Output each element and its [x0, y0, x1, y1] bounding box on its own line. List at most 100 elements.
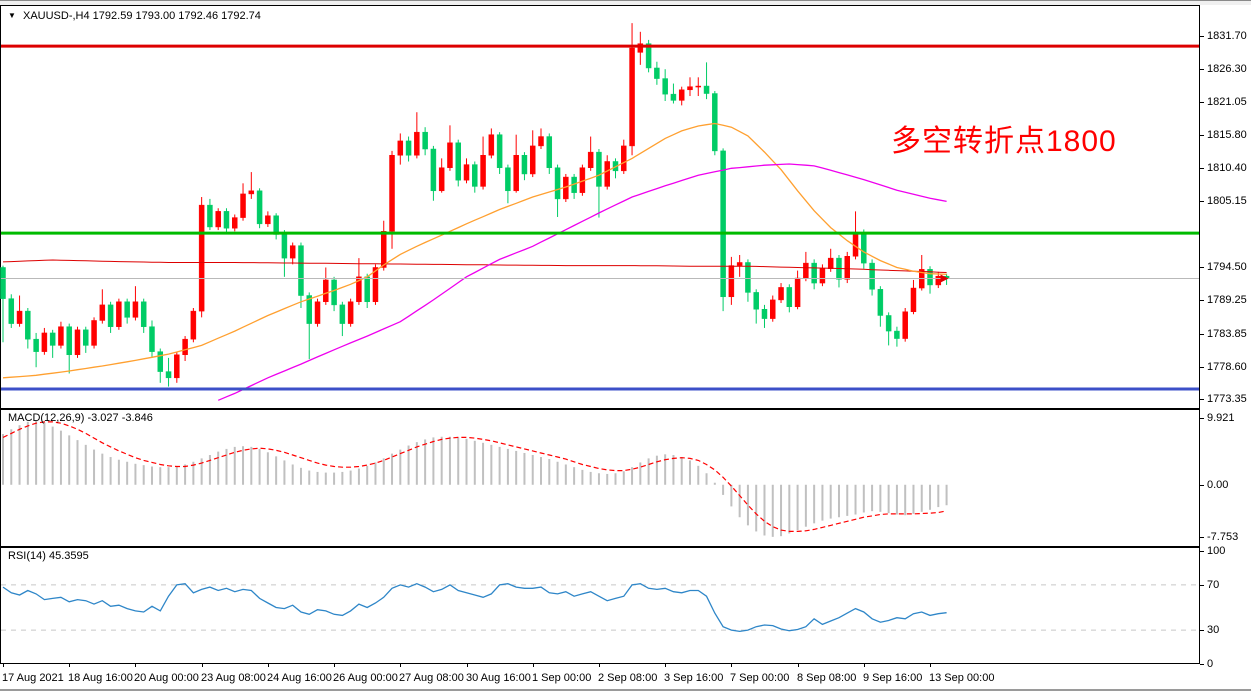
macd-histogram-bar — [2, 434, 4, 485]
candle-body — [728, 265, 735, 298]
macd-histogram-bar — [523, 452, 526, 485]
macd-histogram-bar — [796, 484, 799, 531]
macd-histogram-bar — [929, 484, 932, 510]
candle-body — [546, 136, 553, 168]
macd-histogram-bar — [333, 472, 336, 485]
macd-histogram-bar — [192, 461, 195, 485]
macd-histogram-bar — [167, 467, 170, 485]
candle-body — [83, 329, 89, 346]
candle-body — [182, 338, 188, 356]
macd-histogram-bar — [26, 421, 29, 485]
rsi-line — [2, 582, 947, 633]
macd-histogram-bar — [597, 473, 600, 485]
candle-body — [803, 262, 809, 279]
macd-histogram-bar — [672, 455, 675, 485]
candle-body — [339, 304, 346, 324]
macd-histogram-bar — [722, 484, 725, 495]
candle-body — [463, 164, 470, 181]
macd-histogram-bar — [879, 484, 882, 512]
macd-histogram-bar — [76, 440, 79, 485]
candle-body — [124, 301, 130, 318]
macd-histogram-bar — [912, 484, 915, 514]
macd-histogram-bar — [639, 462, 642, 485]
candle-body — [33, 338, 39, 352]
macd-histogram-bar — [275, 456, 278, 485]
candle-body — [347, 301, 354, 324]
time-axis-label: 18 Aug 16:00 — [68, 672, 133, 684]
time-axis-tick — [69, 664, 70, 667]
candle-body — [25, 310, 31, 340]
price-axis[interactable]: 1831.70 1826.30 1821.05 1815.80 1810.40 1805.… — [1200, 0, 1251, 691]
macd-histogram-bar — [266, 452, 269, 485]
candle-body — [198, 204, 205, 312]
macd-histogram-bar — [829, 484, 832, 519]
candle-body — [331, 279, 337, 306]
macd-axis-tick — [1200, 537, 1204, 538]
price-arrow-icon — [940, 274, 949, 283]
macd-histogram-bar — [126, 461, 129, 485]
price-axis-tick — [1200, 367, 1204, 368]
candle-body — [389, 155, 395, 232]
candle-body — [248, 190, 255, 195]
macd-histogram-bar — [250, 446, 253, 485]
rsi-axis-tick — [1200, 585, 1204, 586]
candle-body — [538, 136, 544, 147]
candle-body — [604, 161, 610, 187]
time-axis-tick — [930, 664, 931, 667]
macd-histogram-bar — [614, 473, 617, 485]
candle-body — [736, 262, 743, 266]
annotation-text[interactable]: 多空转折点1800 — [891, 125, 1117, 158]
candle-body — [16, 310, 23, 324]
macd-histogram-bar — [647, 458, 650, 485]
macd-histogram-bar — [117, 459, 120, 485]
time-axis-tick — [202, 664, 203, 667]
macd-histogram-bar — [424, 439, 427, 485]
candle-body — [894, 330, 900, 339]
rsi-axis-tick — [1200, 664, 1204, 665]
macd-indicator-label: MACD(12,26,9) -3.027 -3.846 — [8, 412, 153, 424]
macd-histogram-bar — [341, 471, 344, 485]
candle-body — [505, 167, 511, 192]
candle-body — [281, 234, 288, 259]
macd-histogram-bar — [680, 457, 683, 485]
macd-histogram-bar — [837, 484, 840, 518]
time-axis-label: 3 Sep 16:00 — [664, 672, 724, 684]
time-axis-label: 1 Sep 00:00 — [532, 672, 592, 684]
rsi-axis-tick — [1200, 630, 1204, 631]
candle-body — [488, 134, 495, 156]
candle-body — [165, 371, 172, 379]
macd-pane-border — [0, 409, 1200, 547]
macd-histogram-bar — [548, 459, 551, 485]
time-axis-tick — [268, 664, 269, 667]
candle-body — [380, 231, 387, 268]
candle-body — [323, 279, 329, 303]
macd-histogram-bar — [606, 473, 609, 485]
candle-body — [637, 43, 644, 53]
ma-orange-fast-line — [2, 122, 947, 379]
candle-body — [66, 326, 72, 356]
time-axis-label: 24 Aug 16:00 — [267, 672, 332, 684]
macd-histogram-bar — [299, 467, 302, 485]
macd-histogram-bar — [515, 450, 518, 485]
candle-body — [397, 140, 404, 156]
candle-body — [827, 257, 834, 269]
macd-histogram-bar — [51, 426, 54, 485]
candle-body — [157, 351, 164, 372]
time-axis-label: 9 Sep 16:00 — [863, 672, 923, 684]
candle-body — [414, 131, 420, 156]
price-axis-label: 1810.40 — [1207, 162, 1247, 174]
macd-histogram-bar — [581, 469, 584, 485]
candle-body — [629, 47, 635, 147]
macd-histogram-bar — [482, 442, 485, 485]
macd-histogram-bar — [531, 455, 534, 485]
window-bottom-edge — [0, 689, 1251, 691]
symbol-dropdown-icon[interactable]: ▼ — [8, 11, 16, 20]
price-axis-label: 1826.30 — [1207, 63, 1247, 75]
candle-body — [935, 275, 942, 286]
macd-histogram-bar — [391, 453, 394, 485]
macd-histogram-bar — [573, 467, 576, 485]
price-axis-label: 1789.25 — [1207, 294, 1247, 306]
candle-body — [74, 329, 81, 356]
time-axis[interactable]: 17 Aug 2021 18 Aug 16:00 20 Aug 00:00 23 Au… — [0, 664, 1251, 689]
